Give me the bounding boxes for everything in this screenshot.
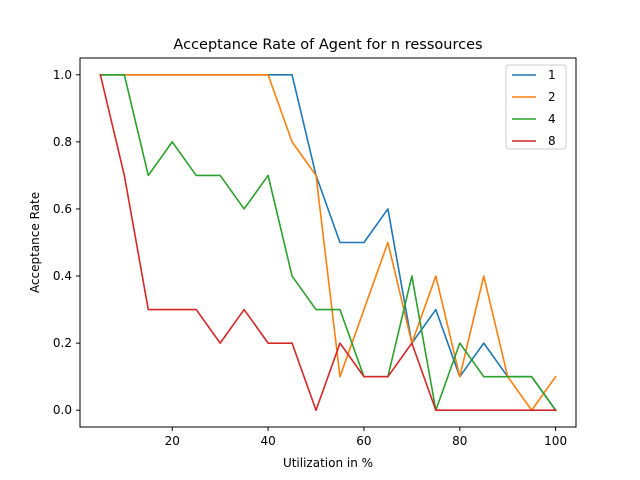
y-tick-label: 0.0 <box>53 403 72 417</box>
x-axis: 20 40 60 80 100 <box>165 427 567 448</box>
legend-item: 8 <box>512 134 556 148</box>
x-tick-label: 20 <box>165 434 180 448</box>
x-axis-title: Utilization in % <box>283 456 373 470</box>
legend-label: 4 <box>548 112 556 126</box>
legend-label: 2 <box>548 90 556 104</box>
y-tick-label: 0.2 <box>53 336 72 350</box>
y-axis: 0.0 0.2 0.4 0.6 0.8 1.0 <box>53 68 80 417</box>
legend-label: 8 <box>548 134 556 148</box>
x-tick-label: 60 <box>356 434 371 448</box>
y-tick-label: 1.0 <box>53 68 72 82</box>
x-tick-label: 80 <box>452 434 467 448</box>
y-tick-label: 0.8 <box>53 135 72 149</box>
plot-frame <box>79 57 577 428</box>
legend-box <box>505 64 567 150</box>
series-line-8 <box>99 73 557 412</box>
legend-item: 2 <box>512 90 556 104</box>
chart-title: Acceptance Rate of Agent for n ressource… <box>173 37 482 53</box>
series-line-2 <box>99 73 557 412</box>
x-tick-label: 40 <box>260 434 275 448</box>
series-line-4 <box>99 73 557 412</box>
legend: 1 2 4 8 <box>505 64 567 150</box>
y-tick-label: 0.6 <box>53 202 72 216</box>
plot-lines <box>99 73 557 412</box>
y-axis-title: Acceptance Rate <box>28 192 42 293</box>
legend-item: 4 <box>512 112 556 126</box>
legend-item: 1 <box>512 68 556 82</box>
y-tick-label: 0.4 <box>53 269 72 283</box>
legend-label: 1 <box>548 68 556 82</box>
x-tick-label: 100 <box>544 434 567 448</box>
